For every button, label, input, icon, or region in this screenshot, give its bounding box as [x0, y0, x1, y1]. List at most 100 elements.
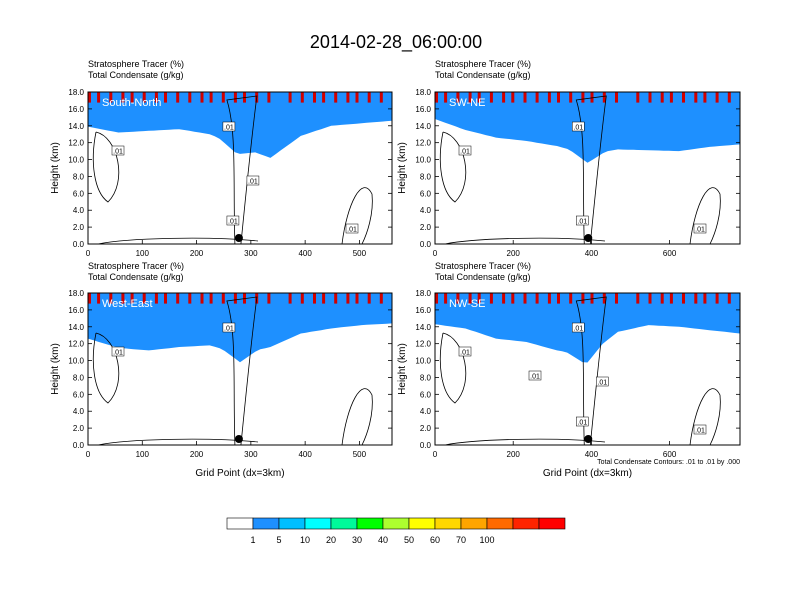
y-tick-label: 12.0 [68, 139, 84, 148]
location-marker [234, 435, 243, 443]
x-tick-label: 600 [663, 450, 677, 459]
x-axis-label: Grid Point (dx=3km) [195, 468, 284, 479]
contour-label: .01 [224, 125, 234, 132]
tracer-streak [535, 293, 539, 304]
plot-frame [87, 91, 393, 245]
panel-title-tracer: Stratosphere Tracer (%) [88, 261, 184, 271]
tracer-streak [590, 293, 594, 304]
tracer-streak [557, 92, 560, 103]
tracer-streak [615, 92, 618, 103]
colorbar-tick-label: 50 [404, 535, 414, 545]
y-tick-label: 10.0 [68, 156, 84, 165]
contour-line [439, 131, 467, 203]
tracer-streak [209, 293, 213, 304]
colorbar-tick-label: 100 [479, 535, 494, 545]
location-marker [234, 234, 243, 242]
colorbar-swatch [460, 517, 488, 530]
colorbar-swatch [512, 517, 540, 530]
y-tick-label: 16.0 [415, 306, 431, 315]
tracer-streak [602, 92, 606, 103]
tracer-streak [511, 92, 515, 103]
x-tick-label: 500 [353, 249, 367, 258]
y-tick-label: 14.0 [415, 122, 431, 131]
panel-label: NW-SE [449, 298, 485, 310]
tracer-streak [221, 293, 225, 304]
y-tick-label: 6.0 [73, 390, 85, 399]
y-tick-label: 4.0 [420, 206, 432, 215]
contour-line [92, 332, 120, 404]
y-tick-label: 14.0 [415, 323, 431, 332]
x-tick-label: 300 [244, 249, 258, 258]
tracer-streak [477, 92, 481, 103]
y-tick-label: 2.0 [420, 223, 432, 232]
tracer-field [88, 293, 392, 363]
colorbar-tick-label: 5 [276, 535, 281, 545]
y-tick-label: 2.0 [73, 223, 85, 232]
x-tick-label: 200 [507, 249, 521, 258]
panel-nw-se: Stratosphere Tracer (%)Total Condensate … [397, 261, 741, 479]
panel-title-condensate: Total Condensate (g/kg) [88, 272, 184, 282]
contour-label: .01 [695, 428, 705, 435]
panel-title-condensate: Total Condensate (g/kg) [435, 70, 531, 80]
tracer-streak [288, 293, 292, 304]
colorbar-swatch [278, 517, 306, 530]
tracer-streak [694, 92, 698, 103]
tracer-streak [547, 293, 551, 304]
panel-title-tracer: Stratosphere Tracer (%) [435, 261, 531, 271]
tracer-streak [703, 293, 707, 304]
contour-label: .01 [573, 125, 583, 132]
tracer-field [88, 92, 392, 158]
tracer-field [435, 92, 740, 163]
tracer-streak [444, 293, 448, 304]
x-tick-label: 0 [86, 450, 91, 459]
location-marker [584, 435, 593, 443]
tracer-streak [456, 92, 460, 103]
tracer-streak [477, 293, 481, 304]
tracer-streak [334, 92, 338, 103]
tracer-streak [379, 92, 383, 103]
tracer-streak [444, 92, 448, 103]
tracer-streak [233, 293, 237, 304]
x-tick-label: 500 [353, 450, 367, 459]
y-tick-label: 18.0 [415, 289, 431, 298]
contour-label-box [246, 175, 260, 186]
contour-line [226, 296, 258, 446]
tracer-streak [88, 293, 91, 304]
contour-label-box [576, 215, 589, 226]
y-tick-label: 0.0 [420, 240, 432, 249]
contour-line [575, 95, 607, 245]
tracer-streak [121, 92, 125, 103]
colorbar-tick-label: 70 [456, 535, 466, 545]
tracer-streak [200, 92, 204, 103]
y-tick-label: 16.0 [68, 105, 84, 114]
contour-label-box [222, 322, 236, 333]
y-tick-label: 14.0 [68, 122, 84, 131]
colorbar-swatch [252, 517, 280, 530]
x-tick-label: 300 [244, 450, 258, 459]
tracer-streak [233, 92, 237, 103]
y-tick-label: 6.0 [420, 189, 432, 198]
tracer-streak [502, 293, 506, 304]
location-marker [584, 234, 593, 242]
panel-sw-ne: Stratosphere Tracer (%)Total Condensate … [397, 59, 741, 258]
tracer-streak [109, 293, 113, 304]
tracer-streak [636, 293, 640, 304]
y-tick-label: 8.0 [73, 172, 85, 181]
contour-label-box [111, 346, 125, 357]
tracer-streak [130, 293, 134, 304]
tracer-streak [489, 92, 493, 103]
contour-label-box [226, 215, 240, 226]
y-tick-label: 6.0 [73, 189, 85, 198]
tracer-streak [288, 92, 292, 103]
colorbar-tick-label: 1 [250, 535, 255, 545]
tracer-streak [468, 92, 472, 103]
colorbar-swatch [382, 517, 410, 530]
tracer-streak [523, 92, 527, 103]
tracer-streak [703, 92, 707, 103]
tracer-streak [535, 92, 539, 103]
contour-label: .01 [228, 219, 238, 226]
tracer-streak [569, 293, 573, 304]
y-tick-label: 4.0 [420, 407, 432, 416]
x-tick-label: 200 [507, 450, 521, 459]
